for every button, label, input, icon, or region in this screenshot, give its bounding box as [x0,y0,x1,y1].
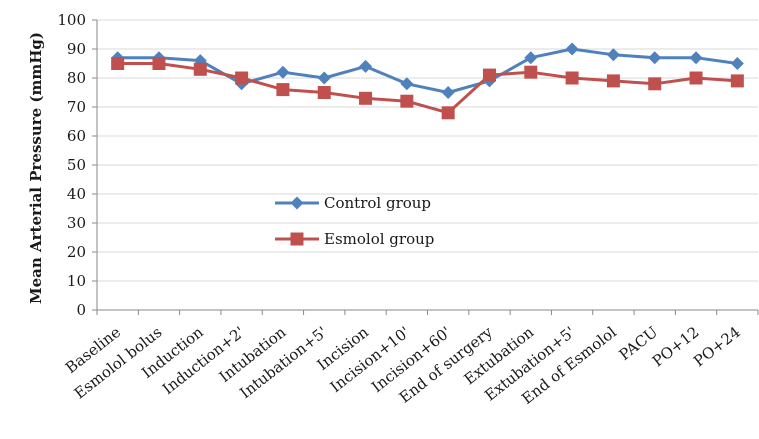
series-group [111,42,744,120]
data-point [689,71,703,85]
data-point [565,42,579,56]
legend-label: Control group [324,194,431,212]
data-point [276,65,290,79]
data-point [400,94,414,108]
y-tick-labels: 0 10 20 30 40 50 60 70 80 90 100 [57,11,86,319]
legend-marker [290,232,304,246]
series-line [117,62,738,115]
data-point [276,83,290,97]
legend: Control group Esmolol group [275,194,434,248]
data-point [441,106,455,120]
y-tick-label: 60 [67,127,86,145]
data-point [648,51,662,65]
data-point [606,48,620,62]
data-point [317,86,331,99]
data-point [730,74,744,88]
data-point [730,57,744,70]
data-point [359,59,373,73]
data-point [193,62,207,76]
y-tick-label: 100 [57,11,86,29]
y-tick-label: 20 [67,243,86,261]
data-point [152,57,166,70]
data-point [400,77,414,91]
data-point [565,71,579,85]
data-point [235,71,249,85]
y-tick-label: 80 [67,69,86,87]
data-point [689,51,703,65]
data-point [317,71,331,85]
data-point [524,51,538,65]
axes [96,20,759,315]
data-point [441,86,455,99]
series-esmolol-group [111,57,744,120]
y-tick-label: 30 [67,214,86,232]
x-tick-label: PO+24 [690,323,744,370]
data-point [482,68,496,82]
legend-label: Esmolol group [324,230,434,248]
data-point [111,57,125,70]
y-tick-label: 90 [67,40,86,58]
data-point [648,77,662,91]
y-tick-label: 0 [76,301,86,319]
data-point [359,91,373,105]
y-tick-label: 10 [67,272,86,290]
y-axis-label: Mean Arterial Pressure (mmHg) [27,32,45,304]
gridlines [92,19,758,311]
y-tick-label: 70 [67,98,86,116]
data-point [606,74,620,88]
legend-marker [290,196,304,210]
y-tick-label: 40 [67,185,86,203]
data-point [524,65,538,79]
y-tick-label: 50 [67,156,86,174]
